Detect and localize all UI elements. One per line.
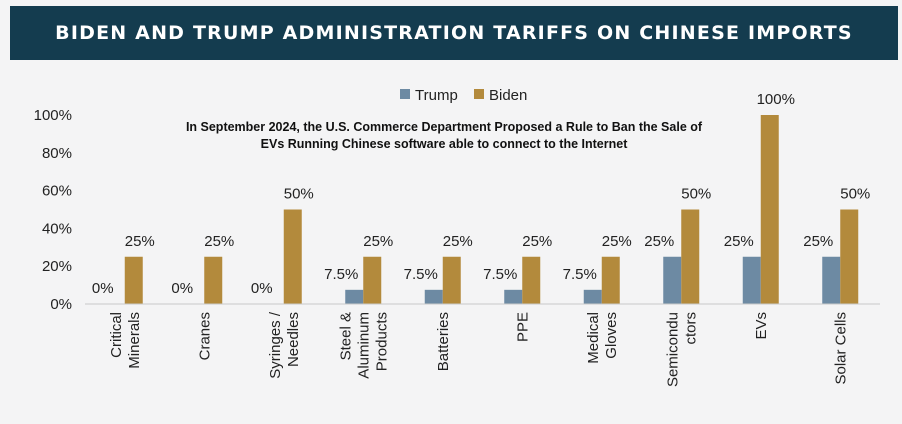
trump-data-label: 25% (724, 233, 754, 250)
x-category-label: Critical Minerals (108, 312, 143, 369)
trump-bar (504, 289, 523, 304)
biden-data-label: 50% (681, 186, 711, 203)
biden-data-label: 100% (757, 91, 795, 108)
trump-bar (345, 289, 364, 304)
biden-legend-label: Biden (489, 87, 527, 104)
x-tick-label: Products (373, 312, 390, 371)
trump-data-label: 25% (644, 233, 674, 250)
x-category-label: Cranes (196, 312, 213, 360)
biden-bar (442, 256, 461, 304)
y-tick-label: 20% (42, 258, 72, 275)
y-tick-label: 40% (42, 220, 72, 237)
x-tick-label: Semicondu (664, 312, 681, 387)
x-category-label: Medical Gloves (585, 312, 620, 364)
annotation-line: In September 2024, the U.S. Commerce Dep… (186, 120, 703, 134)
chart-title: BIDEN AND TRUMP ADMINISTRATION TARIFFS O… (10, 6, 898, 60)
trump-bar (742, 256, 761, 304)
trump-bar (822, 256, 841, 304)
x-category-label: Semicondu ctors (664, 312, 699, 387)
x-category-label: Batteries (435, 312, 452, 371)
biden-bar (522, 256, 541, 304)
biden-bar (204, 256, 223, 304)
biden-data-label: 50% (840, 186, 870, 203)
x-tick-label: ctors (682, 312, 699, 345)
x-tick-label: Critical (108, 312, 125, 358)
x-tick-label: Gloves (603, 312, 620, 359)
annotation-line: EVs Running Chinese software able to con… (261, 137, 629, 151)
trump-data-label: 0% (251, 280, 273, 297)
biden-data-label: 25% (125, 233, 155, 250)
y-tick-label: 60% (42, 183, 72, 200)
trump-data-label: 7.5% (483, 266, 517, 283)
x-tick-label: Minerals (126, 312, 143, 369)
bars: 0% 25% 0% 25% 0% 50% 7.5% 25% 7.5% 25% 7.5% 25% 7.5%… (92, 91, 870, 304)
biden-data-label: 25% (522, 233, 552, 250)
x-axis: Critical Minerals Cranes Syringes / Needles S… (85, 303, 880, 387)
x-tick-label: Needles (285, 312, 302, 367)
trump-data-label: 7.5% (324, 266, 358, 283)
legend: Trump Biden (400, 87, 527, 104)
biden-bar (363, 256, 382, 304)
x-tick-label: Medical (585, 312, 602, 364)
biden-data-label: 25% (443, 233, 473, 250)
x-tick-label: Steel & (337, 312, 354, 360)
trump-bar (583, 289, 602, 304)
x-tick-label: Aluminum (355, 312, 372, 379)
x-tick-label: EVs (753, 312, 770, 340)
y-tick-label: 100% (34, 107, 72, 124)
chart-annotation: In September 2024, the U.S. Commerce Dep… (186, 120, 703, 151)
x-tick-label: Cranes (196, 312, 213, 360)
trump-data-label: 0% (171, 280, 193, 297)
trump-legend-swatch (400, 89, 410, 99)
x-category-label: Solar Cells (832, 312, 849, 385)
y-tick-label: 0% (50, 296, 72, 313)
trump-bar (424, 289, 443, 304)
biden-bar (840, 209, 859, 304)
y-axis: 0% 20% 40% 60% 80% 100% (34, 107, 72, 313)
trump-bar (663, 256, 682, 304)
biden-bar (681, 209, 700, 304)
trump-data-label: 7.5% (563, 266, 597, 283)
trump-legend-label: Trump (415, 87, 458, 104)
x-tick-label: Solar Cells (832, 312, 849, 385)
x-tick-label: Batteries (435, 312, 452, 371)
biden-bar (760, 115, 779, 304)
biden-data-label: 25% (363, 233, 393, 250)
x-category-label: EVs (753, 312, 770, 340)
biden-bar (283, 209, 302, 304)
x-tick-label: PPE (514, 312, 531, 342)
biden-data-label: 25% (602, 233, 632, 250)
x-category-label: Syringes / Needles (267, 311, 302, 379)
y-tick-label: 80% (42, 145, 72, 162)
x-category-label: Steel & Aluminum Products (337, 312, 390, 379)
trump-data-label: 0% (92, 280, 114, 297)
trump-data-label: 7.5% (404, 266, 438, 283)
biden-legend-swatch (474, 89, 484, 99)
trump-data-label: 25% (803, 233, 833, 250)
biden-bar (601, 256, 620, 304)
biden-bar (124, 256, 143, 304)
x-tick-label: Syringes / (267, 311, 284, 379)
biden-data-label: 25% (204, 233, 234, 250)
biden-data-label: 50% (284, 186, 314, 203)
x-category-label: PPE (514, 312, 531, 342)
